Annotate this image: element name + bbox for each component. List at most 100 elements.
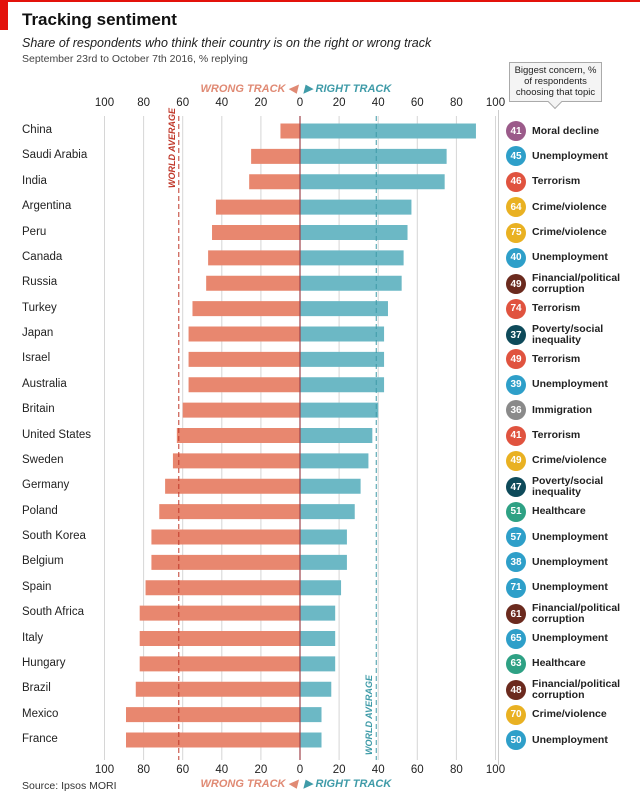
tick-label: 60 — [176, 764, 189, 776]
concern-topic: Crime/violence — [532, 454, 607, 467]
bar-wrong-track — [215, 199, 300, 215]
country-label: Turkey — [22, 301, 57, 314]
country-label: South Africa — [22, 606, 85, 619]
source-note: Source: Ipsos MORI — [22, 780, 117, 792]
concern-value-badge: 41 — [506, 121, 526, 141]
brand-tag — [0, 0, 8, 30]
country-label: Peru — [22, 225, 47, 238]
bar-right-track — [300, 605, 336, 621]
bar-wrong-track — [151, 554, 300, 570]
concern-topic: Crime/violence — [532, 708, 607, 721]
concern-topic: Poverty/social inequality — [532, 323, 604, 346]
world-average-right-label: WORLD AVERAGE — [364, 674, 374, 755]
bar-right-track — [300, 326, 385, 342]
concern-topic: Crime/violence — [532, 226, 607, 238]
bar-wrong-track — [139, 605, 300, 621]
country-label: Saudi Arabia — [22, 149, 88, 162]
bar-wrong-track — [188, 326, 300, 342]
bar-right-track — [300, 275, 402, 291]
concern-item: 37 Poverty/social inequality — [506, 324, 627, 346]
concern-value-badge: 46 — [506, 171, 526, 192]
concern-item: 75 Crime/violence — [506, 222, 627, 243]
concern-topic: Terrorism — [532, 302, 581, 315]
concern-value-badge: 74 — [506, 298, 526, 319]
country-label: Israel — [22, 352, 51, 365]
bar-right-track — [300, 402, 379, 418]
wrong-track-text: WRONG TRACK — [200, 778, 286, 790]
top-rule — [0, 0, 640, 2]
bar-wrong-track — [249, 174, 300, 190]
wrong-track-label-top: WRONG TRACK ◀ — [200, 83, 297, 95]
bar-right-track — [300, 504, 355, 520]
bar-wrong-track — [188, 351, 300, 367]
concern-item: 38 Unemployment — [506, 552, 627, 573]
bar-wrong-track — [188, 377, 300, 393]
bar-right-track — [300, 580, 342, 596]
tick-label: 40 — [372, 764, 385, 776]
bar-wrong-track — [206, 275, 300, 291]
bar-right-track — [300, 529, 347, 545]
concern-topic: Unemployment — [532, 733, 608, 746]
concern-item: 71 Unemployment — [506, 577, 627, 598]
country-label: Mexico — [22, 707, 59, 720]
concern-value-badge: 51 — [506, 501, 526, 522]
country-label: Japan — [22, 327, 54, 339]
bar-wrong-track — [212, 225, 300, 240]
concern-item: 49 Crime/violence — [506, 450, 627, 471]
bar-wrong-track — [251, 148, 300, 164]
country-label: Sweden — [22, 453, 64, 466]
concern-topic: Terrorism — [532, 429, 581, 441]
right-track-text: RIGHT TRACK — [315, 83, 392, 95]
concern-value-badge: 47 — [506, 477, 526, 498]
bar-wrong-track — [139, 631, 300, 646]
bar-right-track — [300, 148, 447, 164]
tick-label: 20 — [255, 97, 268, 109]
concern-value-badge: 70 — [506, 704, 526, 725]
country-label: Australia — [22, 377, 67, 390]
concern-item: 48 Financial/political corruption — [506, 679, 627, 701]
tick-label: 60 — [176, 97, 189, 109]
concern-topic: Financial/political corruption — [532, 272, 621, 296]
concern-item: 65 Unemployment — [506, 628, 627, 649]
concern-item: 47 Poverty/social inequality — [506, 476, 627, 498]
concern-topic: Moral decline — [532, 124, 600, 137]
country-label: Belgium — [22, 555, 64, 568]
country-label: Argentina — [22, 200, 72, 213]
wrong-track-label-bottom: WRONG TRACK ◀ — [200, 778, 297, 790]
bar-wrong-track — [135, 681, 300, 697]
country-label: Spain — [22, 580, 52, 593]
tick-label: 40 — [372, 97, 385, 109]
tick-label: 80 — [137, 764, 150, 776]
bar-wrong-track — [192, 301, 300, 317]
concern-topic: Terrorism — [532, 175, 581, 188]
concern-value-badge: 41 — [506, 425, 526, 446]
concern-item: 51 Healthcare — [506, 501, 627, 522]
bar-wrong-track — [151, 529, 300, 545]
tick-label: 60 — [411, 97, 424, 109]
bar-wrong-track — [172, 453, 300, 469]
concern-item: 61 Financial/political corruption — [506, 603, 627, 625]
bar-right-track — [300, 174, 445, 190]
concern-topic: Poverty/social inequality — [532, 475, 604, 499]
right-track-label-bottom: ▶ RIGHT TRACK — [304, 778, 392, 790]
concern-topic: Financial/political corruption — [532, 602, 621, 626]
country-label: Canada — [22, 250, 63, 263]
concern-value-badge: 36 — [506, 400, 526, 421]
tick-label: 100 — [95, 764, 114, 776]
country-label: Poland — [22, 504, 58, 517]
concern-item: 46 Terrorism — [506, 171, 627, 192]
concern-topic: Immigration — [532, 403, 593, 416]
tick-label: 100 — [486, 97, 505, 109]
tick-label: 0 — [297, 97, 303, 109]
concern-item: 49 Terrorism — [506, 349, 627, 370]
bar-right-track — [300, 351, 385, 367]
chart-title: Tracking sentiment — [22, 10, 177, 29]
concern-value-badge: 71 — [506, 577, 526, 598]
bar-wrong-track — [165, 478, 300, 494]
chart-subtitle: Share of respondents who think their cou… — [22, 36, 432, 50]
date-note: September 23rd to October 7th 2016, % re… — [22, 53, 248, 65]
bar-right-track — [300, 301, 388, 317]
concern-topic: Unemployment — [532, 632, 608, 644]
bar-right-track — [300, 225, 408, 240]
concern-callout: Biggest concern, % of respondents choosi… — [509, 62, 602, 102]
